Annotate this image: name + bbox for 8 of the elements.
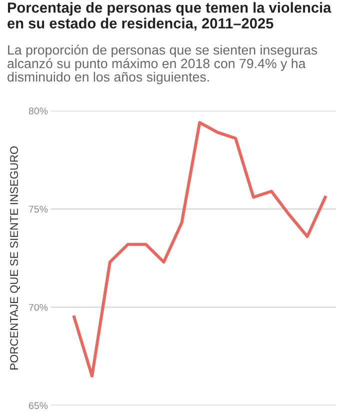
y-axis-title: PORCENTAJE QUE SE SIENTE INSEGURO [10, 146, 20, 370]
chart-title: Porcentaje de personas que temen la violencia en su estado de residencia, 2011–2025 [8, 2, 332, 31]
y-tick-label: 70% [29, 304, 48, 311]
y-tick-label: 65% [29, 402, 48, 410]
y-tick-label: 80% [28, 108, 48, 114]
y-tick-label: 75% [29, 206, 48, 213]
line-series [72, 121, 327, 378]
chart-subtitle: La proporción de personas que se sienten inseguras alcanzó su punto máximo en 2018 con 79.4% y ha disminuido en los años siguientes. [8, 44, 318, 84]
